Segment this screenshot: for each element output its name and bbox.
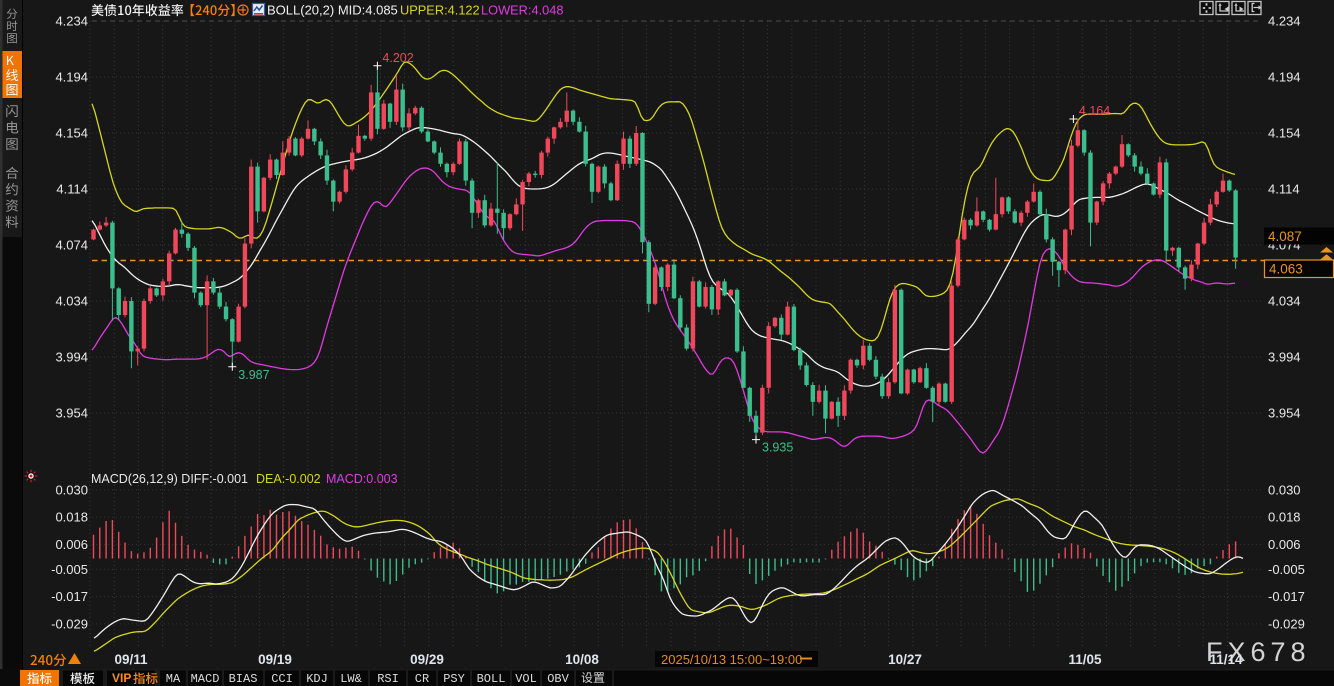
svg-text:09/11: 09/11 [114, 652, 148, 667]
svg-text:4.087: 4.087 [1268, 229, 1302, 244]
svg-text:CCI: CCI [271, 672, 293, 686]
svg-text:0.006: 0.006 [55, 537, 88, 552]
svg-text:09/19: 09/19 [258, 652, 292, 667]
svg-text:VOL: VOL [515, 672, 537, 686]
svg-text:3.954: 3.954 [1268, 406, 1301, 421]
svg-text:4.034: 4.034 [55, 294, 88, 309]
svg-text:11/05: 11/05 [1068, 652, 1102, 667]
svg-text:BIAS: BIAS [229, 672, 258, 686]
svg-text:MACD:0.003: MACD:0.003 [326, 472, 398, 486]
svg-text:4.154: 4.154 [1268, 126, 1301, 141]
svg-text:3.987: 3.987 [238, 368, 269, 382]
svg-text:-0.005: -0.005 [1268, 562, 1305, 577]
svg-text:4.074: 4.074 [55, 238, 88, 253]
svg-text:3.954: 3.954 [55, 406, 88, 421]
svg-text:4.194: 4.194 [55, 70, 88, 85]
svg-text:11/14: 11/14 [1209, 652, 1243, 667]
svg-text:4.034: 4.034 [1268, 294, 1301, 309]
svg-text:4.164: 4.164 [1079, 104, 1110, 118]
svg-text:4.063: 4.063 [1269, 262, 1303, 277]
svg-text:0.006: 0.006 [1268, 537, 1301, 552]
svg-text:09/29: 09/29 [410, 652, 444, 667]
svg-text:DEA:-0.002: DEA:-0.002 [256, 472, 321, 486]
svg-text:LW&: LW& [340, 672, 362, 686]
svg-text:0.018: 0.018 [55, 510, 88, 525]
svg-text:UPPER:4.122: UPPER:4.122 [400, 3, 480, 18]
svg-text:KDJ: KDJ [306, 672, 328, 686]
svg-text:-0.029: -0.029 [51, 616, 88, 631]
svg-text:CR: CR [415, 672, 429, 686]
svg-text:3.994: 3.994 [55, 350, 88, 365]
svg-text:MACD(26,12,9) DIFF:-0.001: MACD(26,12,9) DIFF:-0.001 [91, 472, 248, 486]
svg-text:-0.029: -0.029 [1268, 616, 1305, 631]
svg-text:BOLL: BOLL [477, 672, 506, 686]
svg-text:0.018: 0.018 [1268, 510, 1301, 525]
svg-text:FX678: FX678 [1206, 637, 1311, 667]
svg-text:4.234: 4.234 [55, 14, 88, 29]
svg-text:10/08: 10/08 [565, 652, 599, 667]
svg-text:PSY: PSY [443, 672, 465, 686]
svg-text:2025/10/13 15:00~19:00: 2025/10/13 15:00~19:00 [661, 652, 802, 667]
svg-text:10/27: 10/27 [888, 652, 922, 667]
svg-text:MACD: MACD [191, 672, 220, 686]
svg-text:0.030: 0.030 [55, 482, 88, 497]
svg-text:MA: MA [166, 672, 181, 686]
svg-text:4.202: 4.202 [382, 51, 413, 65]
svg-text:3.994: 3.994 [1268, 350, 1301, 365]
svg-text:4.194: 4.194 [1268, 70, 1301, 85]
svg-text:0.030: 0.030 [1268, 482, 1301, 497]
svg-text:3.935: 3.935 [762, 441, 793, 455]
svg-text:4.114: 4.114 [56, 182, 88, 197]
svg-text:OBV: OBV [547, 672, 569, 686]
svg-text:RSI: RSI [377, 672, 399, 686]
svg-text:BOLL(20,2) MID:4.085: BOLL(20,2) MID:4.085 [267, 3, 398, 18]
svg-text:VIP: VIP [112, 671, 131, 685]
svg-text:-0.017: -0.017 [51, 589, 88, 604]
svg-text:4.234: 4.234 [1268, 14, 1301, 29]
svg-text:LOWER:4.048: LOWER:4.048 [481, 3, 564, 18]
svg-text:4.114: 4.114 [1268, 182, 1300, 197]
svg-text:-0.005: -0.005 [51, 562, 88, 577]
svg-text:-0.017: -0.017 [1268, 589, 1305, 604]
svg-text:4.154: 4.154 [55, 126, 88, 141]
